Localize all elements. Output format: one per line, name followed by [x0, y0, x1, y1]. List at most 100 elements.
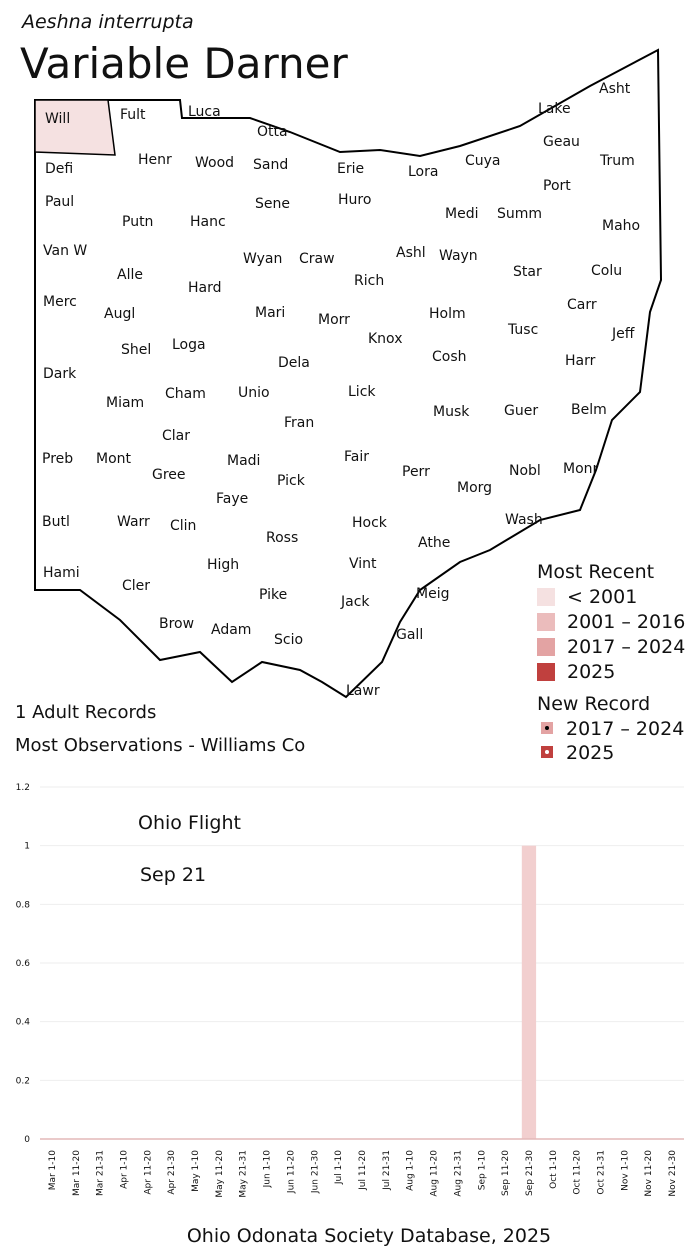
county-label: Fult	[120, 107, 146, 123]
county-label: Port	[543, 178, 571, 194]
x-tick-label: Mar 11-20	[72, 1150, 82, 1196]
x-tick-label: Jun 21-30	[310, 1150, 320, 1194]
x-tick-label: May 1-10	[191, 1150, 201, 1192]
county-label: Star	[513, 264, 542, 280]
state-outline	[34, 48, 663, 699]
county-label: Athe	[418, 535, 450, 551]
legend-label: 2025	[566, 742, 614, 764]
county-label: Pick	[277, 473, 306, 489]
county-label: Mari	[255, 305, 285, 321]
county-label: Cosh	[432, 349, 467, 365]
x-tick-label: Sep 1-10	[477, 1150, 487, 1191]
county-label: Geau	[543, 134, 580, 150]
legend-swatch	[537, 613, 555, 631]
county-label: Vint	[349, 556, 377, 572]
county-label: Preb	[42, 451, 73, 467]
county-label: Guer	[504, 403, 538, 419]
county-label: Medi	[445, 206, 478, 222]
county-label: Sand	[253, 157, 288, 173]
county-label: High	[207, 557, 239, 573]
legend-swatch	[537, 663, 555, 681]
county-label: Knox	[368, 331, 402, 347]
legend-title: New Record	[537, 693, 650, 715]
county-label: Pike	[259, 587, 287, 603]
county-label: Hard	[188, 280, 222, 296]
x-tick-label: Jun 1-10	[263, 1150, 273, 1189]
county-label: Morg	[457, 480, 492, 496]
county-label: Wash	[505, 512, 543, 528]
county-label: Summ	[497, 206, 542, 222]
county-label: Cler	[122, 578, 150, 594]
county-label: Jack	[340, 594, 370, 610]
county-label: Meig	[416, 586, 449, 602]
county-label: Jeff	[611, 326, 635, 342]
most-observations: Most Observations - Williams Co	[15, 735, 305, 756]
county-label: Miam	[106, 395, 144, 411]
county-label: Warr	[117, 514, 150, 530]
legend-title: Most Recent	[537, 561, 654, 583]
county-label: Fair	[344, 449, 369, 465]
legend-label: 2001 – 2016	[567, 611, 685, 633]
county-label: Harr	[565, 353, 596, 369]
x-tick-label: Jul 1-10	[334, 1150, 344, 1185]
chart-annotation: Sep 21	[140, 864, 206, 886]
county-label: Craw	[299, 251, 335, 267]
county-label: Maho	[602, 218, 640, 234]
x-tick-label: Oct 21-31	[597, 1150, 607, 1195]
county-label: Hami	[43, 565, 80, 581]
x-tick-label: Apr 21-30	[167, 1150, 177, 1195]
county-label: Huro	[338, 192, 371, 208]
y-tick-label: 0.4	[16, 1018, 31, 1028]
county-label: Ross	[266, 530, 298, 546]
county-label: Defi	[45, 161, 73, 177]
county-label: Clin	[170, 518, 196, 534]
county-label: Madi	[227, 453, 260, 469]
county-label: Lawr	[346, 683, 380, 699]
county-label: Dark	[43, 366, 77, 382]
legend-swatch	[537, 638, 555, 656]
county-label: Mont	[96, 451, 132, 467]
x-tick-label: Jul 21-31	[382, 1150, 392, 1191]
bar	[521, 845, 537, 1139]
county-label: Loga	[172, 337, 206, 353]
county-label: Adam	[211, 622, 251, 638]
county-label: Sene	[255, 196, 290, 212]
county-label: Hanc	[190, 214, 226, 230]
legend-label: 2025	[567, 661, 615, 683]
x-tick-label: May 11-20	[215, 1150, 225, 1198]
county-label: Faye	[216, 491, 248, 507]
county-label: Ashl	[396, 245, 426, 261]
county-label: Lora	[408, 164, 438, 180]
x-tick-label: Apr 11-20	[143, 1150, 153, 1195]
y-tick-label: 1	[24, 842, 30, 852]
scientific-name: Aeshna interrupta	[20, 11, 194, 33]
county-label: Morr	[318, 312, 350, 328]
county-label: Scio	[274, 632, 303, 648]
x-tick-label: Aug 21-31	[453, 1150, 463, 1197]
x-tick-label: Oct 11-20	[573, 1150, 583, 1195]
common-name: Variable Darner	[20, 39, 348, 88]
county-label: Nobl	[509, 463, 541, 479]
county-label: Cham	[165, 386, 206, 402]
footer: Ohio Odonata Society Database, 2025	[187, 1225, 551, 1247]
x-tick-label: Mar 21-31	[96, 1150, 106, 1196]
y-tick-label: 0.6	[16, 959, 31, 969]
county-label: Will	[45, 111, 70, 127]
county-label: Merc	[43, 294, 77, 310]
county-label: Belm	[571, 402, 607, 418]
legend-dot	[545, 750, 549, 754]
county-label: Alle	[117, 267, 143, 283]
county-label: Gall	[396, 627, 423, 643]
flight-chart: 0 0.2 0.4 0.6 0.8 1 1.2 Mar 1-10 Mar 11-20 Mar 21…	[16, 783, 684, 1198]
county-label: Henr	[138, 152, 172, 168]
x-tick-label: Mar 1-10	[48, 1150, 58, 1191]
x-tick-label: Nov 11-20	[644, 1150, 654, 1197]
county-label: Otta	[257, 124, 288, 140]
county-fill	[34, 99, 116, 156]
county-label: Asht	[599, 81, 631, 97]
county-label: Wood	[195, 155, 234, 171]
county-label: Carr	[567, 297, 597, 313]
county-label: Dela	[278, 355, 310, 371]
x-tick-label: Aug 1-10	[406, 1150, 416, 1191]
